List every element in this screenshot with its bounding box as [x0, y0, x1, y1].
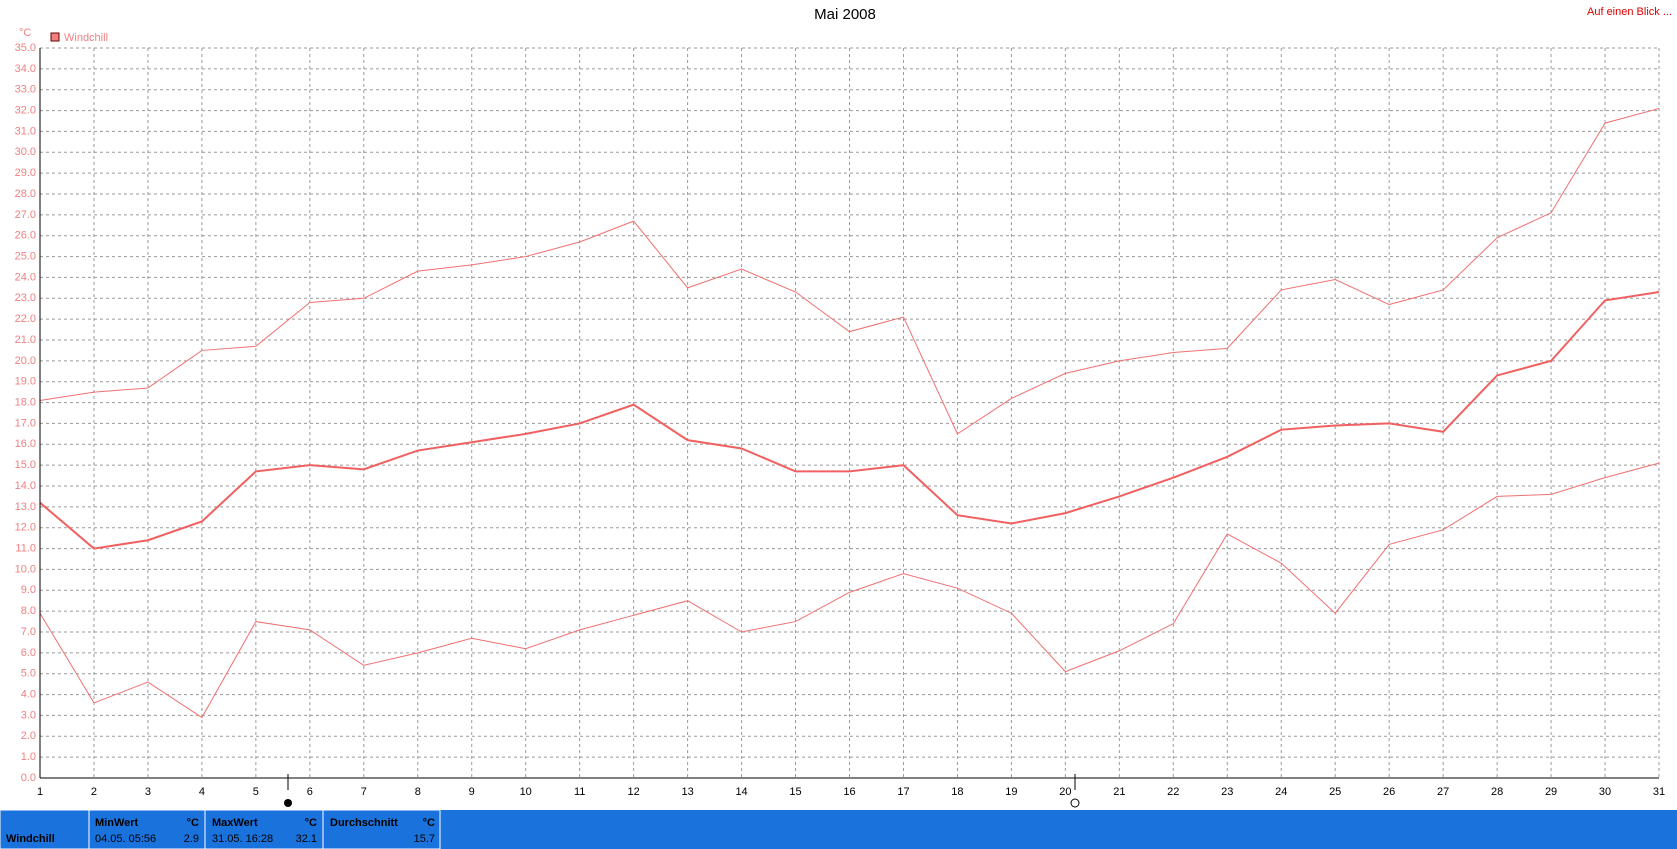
y-axis-unit: °C — [19, 27, 31, 39]
x-tick-label: 14 — [735, 786, 747, 798]
y-tick-label: 19.0 — [15, 376, 36, 388]
y-tick-label: 34.0 — [15, 63, 36, 75]
y-tick-label: 30.0 — [15, 146, 36, 158]
y-tick-label: 13.0 — [15, 501, 36, 513]
x-tick-label: 4 — [199, 786, 205, 798]
x-tick-label: 25 — [1329, 786, 1341, 798]
y-tick-label: 31.0 — [15, 125, 36, 137]
x-tick-label: 3 — [145, 786, 151, 798]
y-tick-label: 35.0 — [15, 42, 36, 54]
y-tick-label: 4.0 — [21, 688, 36, 700]
y-tick-label: 9.0 — [21, 584, 36, 596]
overview-link[interactable]: Auf einen Blick ... — [1587, 6, 1672, 18]
new-moon-icon — [284, 799, 292, 807]
min-value: 2.9 — [184, 833, 199, 845]
legend-label: Windchill — [64, 32, 108, 44]
x-tick-label: 21 — [1113, 786, 1125, 798]
min-unit: °C — [187, 817, 199, 829]
x-tick-label: 29 — [1545, 786, 1557, 798]
y-tick-label: 17.0 — [15, 417, 36, 429]
y-tick-label: 24.0 — [15, 271, 36, 283]
x-tick-label: 24 — [1275, 786, 1287, 798]
y-tick-label: 33.0 — [15, 84, 36, 96]
y-tick-label: 3.0 — [21, 709, 36, 721]
x-tick-label: 13 — [681, 786, 693, 798]
y-tick-label: 6.0 — [21, 647, 36, 659]
x-tick-label: 6 — [307, 786, 313, 798]
x-tick-label: 23 — [1221, 786, 1233, 798]
x-tick-label: 30 — [1599, 786, 1611, 798]
y-tick-label: 0.0 — [21, 772, 36, 784]
x-tick-label: 22 — [1167, 786, 1179, 798]
y-tick-label: 14.0 — [15, 480, 36, 492]
y-tick-label: 18.0 — [15, 396, 36, 408]
x-tick-label: 9 — [469, 786, 475, 798]
x-tick-label: 28 — [1491, 786, 1503, 798]
x-tick-label: 1 — [37, 786, 43, 798]
summary-panel: Windchill MinWert °C 04.05. 05:56 2.9 Ma… — [0, 809, 1677, 849]
min-header: MinWert — [95, 817, 139, 829]
avg-unit: °C — [423, 817, 435, 829]
y-tick-label: 2.0 — [21, 730, 36, 742]
y-tick-label: 21.0 — [15, 334, 36, 346]
chart-title: Mai 2008 — [814, 6, 876, 23]
min-time: 04.05. 05:56 — [95, 833, 156, 845]
x-tick-label: 20 — [1059, 786, 1071, 798]
y-tick-label: 16.0 — [15, 438, 36, 450]
series-line — [39, 462, 1660, 719]
x-tick-label: 16 — [843, 786, 855, 798]
series-line — [39, 108, 1660, 435]
full-moon-icon — [1070, 798, 1080, 808]
y-tick-label: 11.0 — [15, 542, 36, 554]
max-value: 32.1 — [296, 833, 317, 845]
x-tick-label: 15 — [789, 786, 801, 798]
x-tick-label: 26 — [1383, 786, 1395, 798]
legend-swatch — [50, 32, 60, 42]
max-unit: °C — [305, 817, 317, 829]
y-tick-label: 20.0 — [15, 355, 36, 367]
x-tick-label: 11 — [574, 786, 585, 798]
x-tick-label: 31 — [1653, 786, 1665, 798]
y-tick-label: 25.0 — [15, 250, 36, 262]
y-tick-label: 12.0 — [15, 522, 36, 534]
x-tick-label: 2 — [91, 786, 97, 798]
y-tick-label: 27.0 — [15, 209, 36, 221]
y-tick-label: 29.0 — [15, 167, 36, 179]
x-tick-label: 7 — [361, 786, 367, 798]
summary-table — [0, 809, 441, 849]
avg-value: 15.7 — [414, 833, 435, 845]
y-tick-label: 8.0 — [21, 605, 36, 617]
x-tick-label: 5 — [253, 786, 259, 798]
x-tick-label: 10 — [520, 786, 532, 798]
y-tick-label: 32.0 — [15, 104, 36, 116]
y-tick-label: 22.0 — [15, 313, 36, 325]
y-tick-label: 26.0 — [15, 230, 36, 242]
max-header: MaxWert — [212, 817, 258, 829]
y-tick-label: 1.0 — [21, 751, 36, 763]
y-tick-label: 10.0 — [15, 563, 36, 575]
y-tick-label: 5.0 — [21, 668, 36, 680]
x-tick-label: 8 — [415, 786, 421, 798]
max-time: 31.05. 16:28 — [212, 833, 273, 845]
avg-header: Durchschnitt — [330, 817, 398, 829]
x-tick-label: 19 — [1005, 786, 1017, 798]
y-tick-label: 28.0 — [15, 188, 36, 200]
y-tick-label: 23.0 — [15, 292, 36, 304]
summary-label: Windchill — [6, 833, 55, 845]
x-tick-label: 18 — [951, 786, 963, 798]
y-tick-label: 7.0 — [21, 626, 36, 638]
x-tick-label: 12 — [628, 786, 640, 798]
x-tick-label: 17 — [897, 786, 909, 798]
y-tick-label: 15.0 — [15, 459, 36, 471]
series-line — [39, 291, 1660, 550]
x-tick-label: 27 — [1437, 786, 1449, 798]
